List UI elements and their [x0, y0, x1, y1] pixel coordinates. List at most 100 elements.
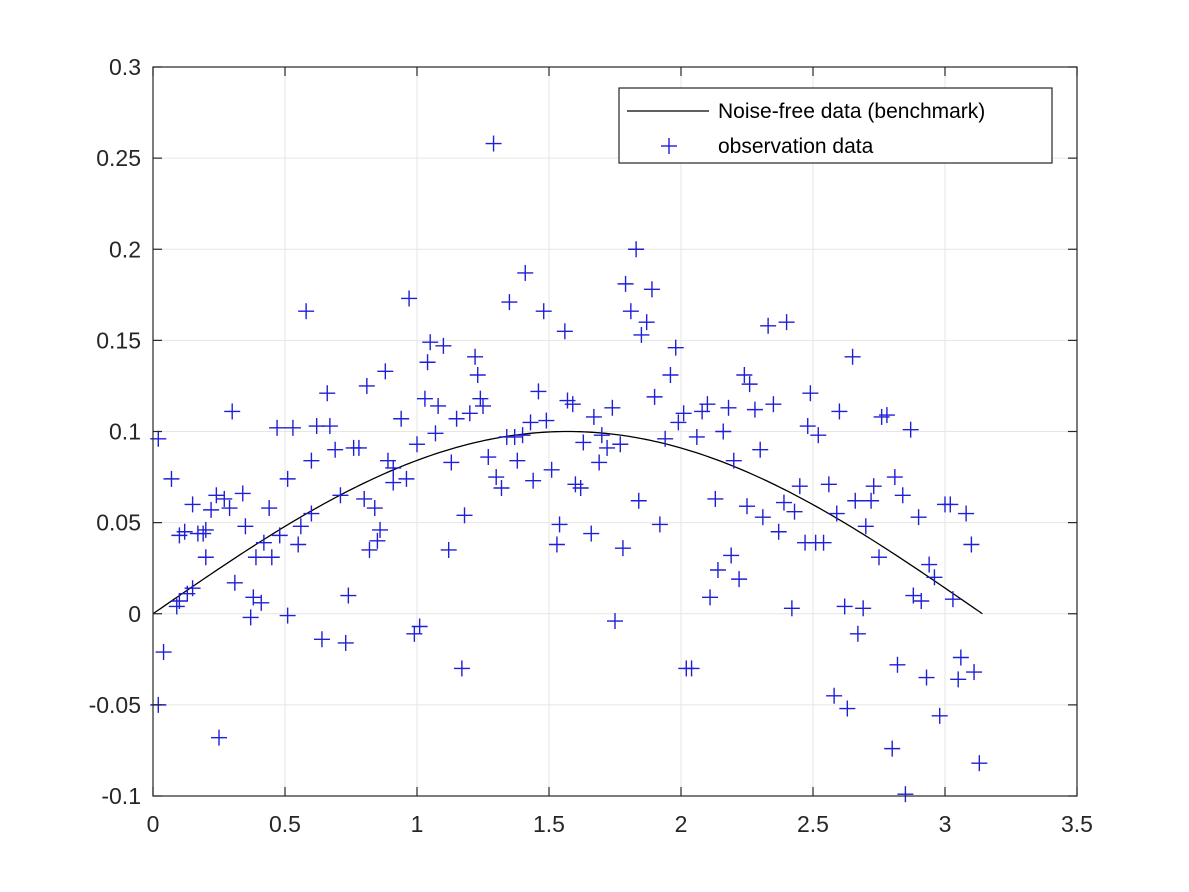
- observation-point: [617, 275, 634, 292]
- observation-point: [430, 397, 447, 414]
- observation-point: [411, 618, 428, 635]
- observation-point: [670, 414, 687, 431]
- observation-point: [401, 290, 418, 307]
- observation-point: [195, 525, 212, 542]
- observation-point: [319, 385, 336, 402]
- observation-point: [707, 490, 724, 507]
- observation-point: [662, 367, 679, 384]
- observation-point: [725, 452, 742, 469]
- observation-point: [754, 509, 771, 526]
- observation-point: [564, 396, 581, 413]
- observation-point: [630, 492, 647, 509]
- observation-point: [538, 412, 555, 429]
- observation-point: [628, 241, 645, 258]
- observation-point: [884, 740, 901, 757]
- observation-point: [731, 571, 748, 588]
- observation-point: [963, 536, 980, 553]
- observation-point: [517, 264, 534, 281]
- observation-point: [337, 634, 354, 651]
- observation-point: [720, 399, 737, 416]
- observation-points-layer: [150, 135, 988, 803]
- benchmark-line: [152, 430, 983, 615]
- x-tick-labels: 0 0.5 1 1.5 2 2.5 3 3.5: [147, 811, 1093, 837]
- observation-point: [279, 607, 296, 624]
- observation-point: [472, 390, 489, 407]
- observation-point: [435, 337, 452, 354]
- observation-point: [350, 439, 367, 456]
- observation-point: [902, 421, 919, 438]
- observation-point: [237, 518, 254, 535]
- observation-point: [203, 501, 220, 518]
- x-tick-label: 1: [411, 811, 424, 837]
- observation-point: [657, 430, 674, 447]
- observation-point: [556, 323, 573, 340]
- y-tick-label: -0.1: [101, 783, 141, 809]
- observation-point: [398, 470, 415, 487]
- ticks: [152, 66, 1078, 797]
- y-tick-label: 0.2: [109, 236, 141, 262]
- observation-point: [741, 376, 758, 393]
- legend: Noise-free data (benchmark) observation …: [618, 87, 1053, 164]
- observation-point: [197, 549, 214, 566]
- y-tick-label: 0.15: [96, 327, 141, 353]
- observation-point: [765, 396, 782, 413]
- legend-box: [618, 87, 1053, 164]
- observation-point: [942, 496, 959, 513]
- observation-point: [857, 518, 874, 535]
- observation-point: [931, 707, 948, 724]
- observation-point: [871, 549, 887, 566]
- observation-point: [614, 540, 631, 557]
- observation-point: [242, 609, 259, 626]
- observation-point: [224, 403, 241, 420]
- observation-point: [775, 494, 792, 511]
- observation-point: [385, 474, 402, 491]
- y-tick-label: 0.05: [96, 510, 141, 536]
- observation-point: [427, 425, 444, 442]
- observation-point: [467, 348, 484, 365]
- observation-point: [894, 487, 911, 504]
- observation-point: [422, 334, 439, 351]
- y-tick-label: 0.1: [109, 419, 141, 445]
- observation-point: [263, 549, 280, 566]
- observation-point: [778, 314, 795, 331]
- legend-observation-marker: [661, 138, 677, 154]
- observation-point: [377, 363, 394, 380]
- observation-point: [699, 396, 716, 413]
- observation-point: [493, 479, 510, 496]
- observation-point: [372, 521, 389, 538]
- observation-point: [736, 367, 753, 384]
- observation-point: [271, 527, 288, 544]
- observation-point: [469, 367, 486, 384]
- observation-point: [760, 317, 777, 334]
- observation-point: [897, 786, 914, 803]
- observation-point: [321, 418, 338, 435]
- observation-point: [488, 469, 505, 486]
- observation-point: [284, 419, 301, 436]
- observation-point: [826, 687, 843, 704]
- observation-point: [646, 388, 663, 405]
- x-tick-label: 3.5: [1061, 811, 1093, 837]
- observation-point: [356, 490, 373, 507]
- observation-point: [184, 580, 201, 597]
- observation-point: [783, 600, 800, 617]
- observation-point: [184, 496, 201, 513]
- observation-point: [327, 441, 344, 458]
- observation-point: [525, 472, 542, 489]
- observation-point: [332, 487, 349, 504]
- observation-point: [226, 574, 243, 591]
- observation-point: [290, 536, 307, 553]
- x-tick-label: 2: [675, 811, 688, 837]
- observation-point: [303, 505, 320, 522]
- observation-point: [419, 354, 436, 371]
- observation-point: [921, 556, 938, 573]
- observation-point: [667, 339, 684, 356]
- observation-point: [855, 600, 872, 617]
- y-tick-labels: -0.1 -0.05 0 0.05 0.1 0.15 0.2 0.25 0.3: [89, 54, 141, 809]
- legend-observation-label: observation data: [718, 135, 874, 158]
- observation-point: [878, 407, 895, 424]
- observation-point: [543, 461, 560, 478]
- observation-point: [234, 485, 251, 502]
- observation-point: [865, 478, 882, 495]
- observation-point: [604, 399, 621, 416]
